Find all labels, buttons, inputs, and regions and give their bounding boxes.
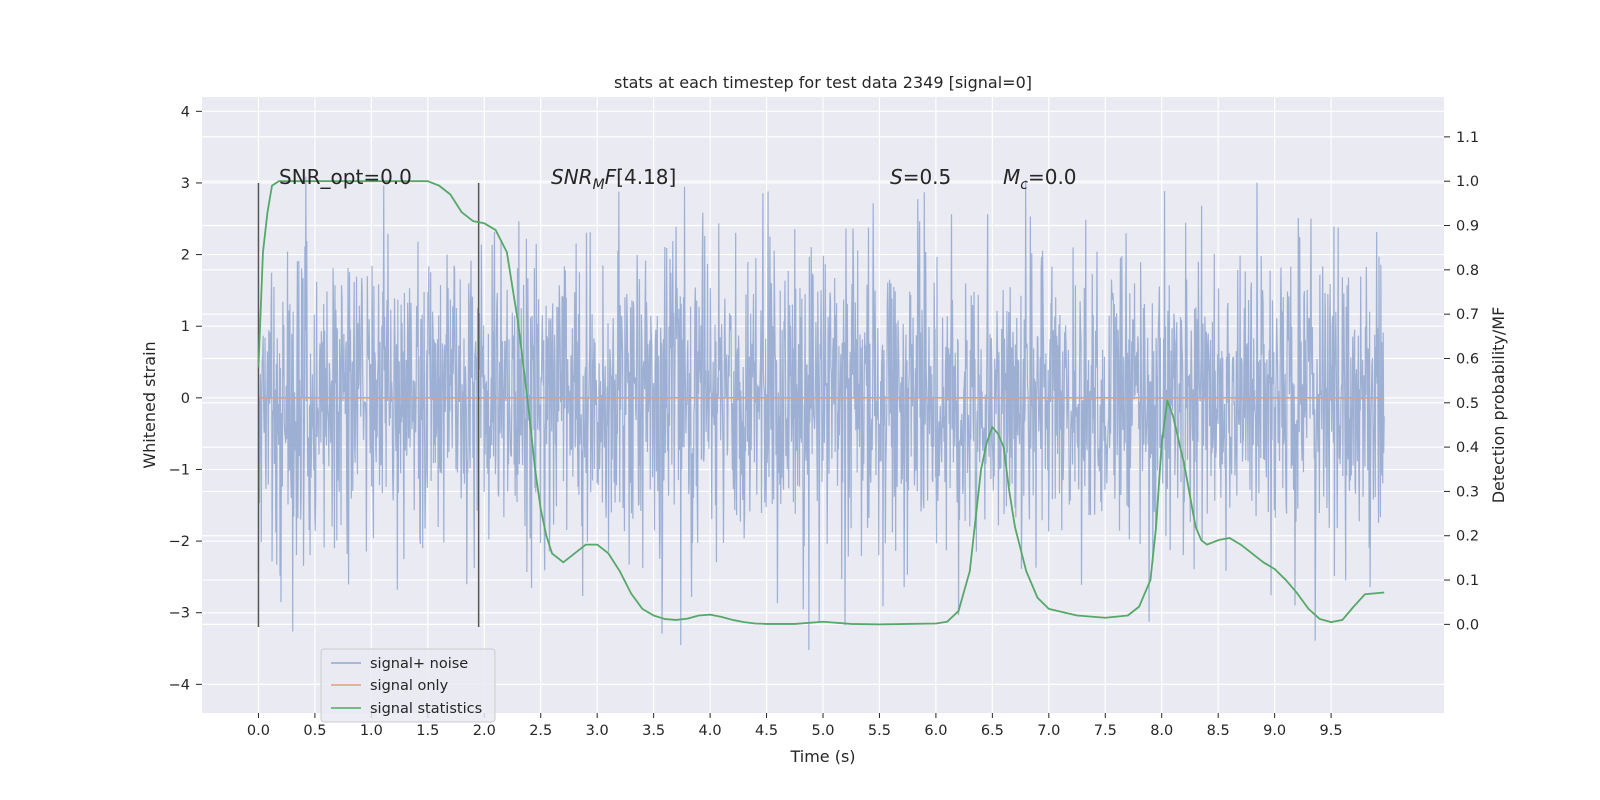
x-tick-label: 5.0 (811, 723, 834, 739)
y-axis-label-left: Whitened strain (140, 341, 159, 468)
y-left-tick-label: −2 (169, 534, 190, 550)
y-left-tick-label: −1 (169, 462, 190, 478)
x-tick-label: 8.0 (1150, 723, 1173, 739)
y-left-tick-label: 3 (181, 176, 190, 192)
x-tick-label: 1.5 (416, 723, 439, 739)
y-right-tick-label: 0.6 (1456, 351, 1479, 367)
series-signal-plus-noise (257, 176, 1385, 651)
x-tick-label: 6.5 (981, 723, 1004, 739)
y-right-tick-label: 0.1 (1456, 573, 1479, 589)
y-right-tick-label: 0.0 (1456, 617, 1479, 633)
x-tick-label: 5.5 (868, 723, 891, 739)
y-left-tick-label: −4 (169, 677, 190, 693)
annotation-snr-mf: SNRMF[4.18] (551, 165, 676, 193)
legend: signal+ noise signal only signal statist… (320, 648, 496, 723)
y-left-tick-label: 2 (181, 248, 190, 264)
y-right-tick-label: 0.7 (1456, 307, 1479, 323)
x-tick-label: 9.0 (1263, 723, 1286, 739)
x-axis-label: Time (s) (789, 747, 855, 766)
y-left-tick-label: 4 (181, 104, 190, 120)
legend-label-noise: signal+ noise (370, 656, 468, 672)
y-right-tick-label: 1.0 (1456, 174, 1479, 190)
annotation-mc: Mc=0.0 (1003, 165, 1077, 193)
x-tick-label: 3.0 (586, 723, 609, 739)
y-right-tick-label: 0.4 (1456, 440, 1479, 456)
x-tick-label: 9.5 (1320, 723, 1343, 739)
x-tick-label: 8.5 (1207, 723, 1230, 739)
x-tick-label: 1.0 (360, 723, 383, 739)
y-left-tick-label: 0 (181, 391, 190, 407)
y-left-tick-label: 1 (181, 319, 190, 335)
x-tick-label: 0.5 (303, 723, 326, 739)
legend-box (320, 648, 496, 723)
legend-label-statistics: signal statistics (370, 701, 482, 717)
x-tick-label: 2.0 (473, 723, 496, 739)
x-tick-label: 3.5 (642, 723, 665, 739)
series-signal-statistics (257, 180, 1385, 626)
y-axis-label-right: Detection probability/MF (1489, 307, 1508, 504)
legend-label-signal-only: signal only (370, 678, 449, 694)
x-tick-label: 2.5 (529, 723, 552, 739)
annotation-snr-opt: SNR_opt=0.0 (279, 165, 412, 189)
y-right-tick-label: 0.2 (1456, 529, 1479, 545)
y-left-tick-label: −3 (169, 606, 190, 622)
y-right-tick-label: 0.8 (1456, 263, 1479, 279)
x-tick-label: 4.5 (755, 723, 778, 739)
annotation-s: S=0.5 (890, 165, 951, 189)
x-tick-label: 4.0 (699, 723, 722, 739)
x-tick-label: 6.0 (924, 723, 947, 739)
y-right-tick-label: 0.3 (1456, 484, 1479, 500)
x-tick-label: 7.5 (1094, 723, 1117, 739)
y-right-tick-label: 0.5 (1456, 396, 1479, 412)
x-tick-label: 7.0 (1037, 723, 1060, 739)
y-right-tick-label: 0.9 (1456, 219, 1479, 235)
chart-title: stats at each timestep for test data 234… (614, 73, 1032, 92)
x-tick-label: 0.0 (247, 723, 270, 739)
y-right-tick-label: 1.1 (1456, 130, 1479, 146)
